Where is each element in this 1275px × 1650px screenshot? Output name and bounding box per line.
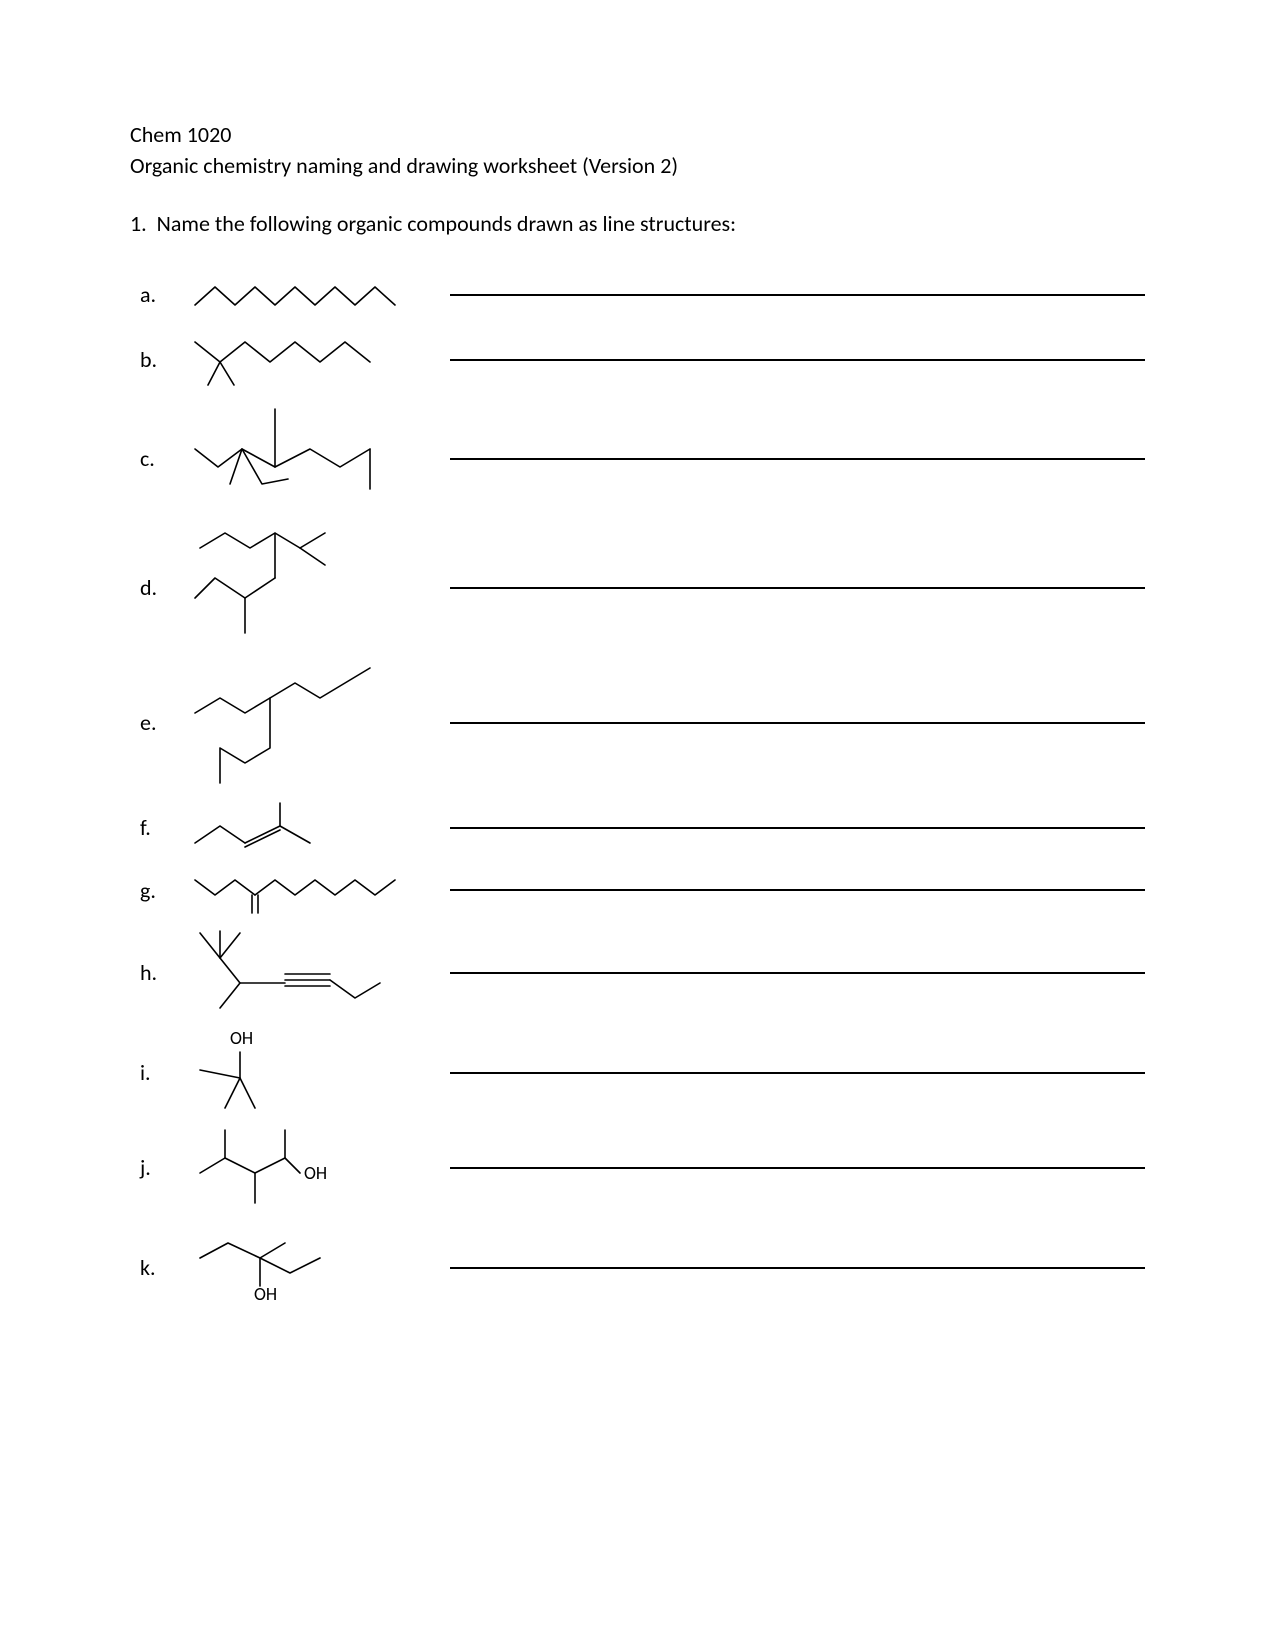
svg-text:OH: OH <box>304 1162 327 1184</box>
problem-label: a. <box>140 281 190 308</box>
problem-row: a. <box>140 265 1145 325</box>
problem-row: d. <box>140 523 1145 653</box>
problem-label: h. <box>140 959 190 986</box>
structure-drawing <box>190 923 430 1023</box>
question-text: Name the following organic compounds dra… <box>157 210 736 237</box>
answer-blank[interactable] <box>450 359 1145 361</box>
problem-list: a. b. c. d. e. f. g. h. i. OH j. OH k. OH <box>140 265 1145 1318</box>
problem-row: g. <box>140 863 1145 918</box>
answer-blank[interactable] <box>450 827 1145 829</box>
problem-label: g. <box>140 877 190 904</box>
worksheet-title: Organic chemistry naming and drawing wor… <box>130 151 1145 182</box>
answer-blank[interactable] <box>450 587 1145 589</box>
problem-label: c. <box>140 445 190 472</box>
question-1: 1. Name the following organic compounds … <box>130 210 1145 237</box>
problem-label: e. <box>140 709 190 736</box>
structure-drawing <box>190 399 430 519</box>
problem-row: j. OH <box>140 1118 1145 1218</box>
structure-drawing: OH <box>190 1118 430 1218</box>
problem-row: b. <box>140 325 1145 395</box>
problem-row: e. <box>140 653 1145 793</box>
answer-blank[interactable] <box>450 1167 1145 1169</box>
problem-label: b. <box>140 346 190 373</box>
answer-blank[interactable] <box>450 889 1145 891</box>
structure-drawing: OH <box>190 1028 430 1118</box>
problem-row: f. <box>140 793 1145 863</box>
problem-label: j. <box>140 1154 190 1181</box>
problem-row: i. OH <box>140 1028 1145 1118</box>
structure-drawing <box>190 653 430 793</box>
answer-blank[interactable] <box>450 1267 1145 1269</box>
structure-drawing <box>190 275 430 315</box>
structure-drawing <box>190 330 430 390</box>
problem-row: k. OH <box>140 1218 1145 1318</box>
answer-blank[interactable] <box>450 972 1145 974</box>
problem-label: i. <box>140 1059 190 1086</box>
answer-blank[interactable] <box>450 458 1145 460</box>
course-code: Chem 1020 <box>130 120 1145 151</box>
problem-label: d. <box>140 574 190 601</box>
answer-blank[interactable] <box>450 722 1145 724</box>
answer-blank[interactable] <box>450 1072 1145 1074</box>
problem-row: h. <box>140 918 1145 1028</box>
structure-drawing <box>190 798 430 858</box>
answer-blank[interactable] <box>450 294 1145 296</box>
svg-text:OH: OH <box>230 1028 253 1049</box>
svg-text:OH: OH <box>254 1283 277 1305</box>
problem-label: f. <box>140 814 190 841</box>
problem-row: c. <box>140 395 1145 523</box>
structure-drawing: OH <box>190 1218 430 1318</box>
structure-drawing <box>190 865 430 915</box>
question-number: 1. <box>130 210 147 237</box>
problem-label: k. <box>140 1254 190 1281</box>
structure-drawing <box>190 523 430 653</box>
worksheet-page: Chem 1020 Organic chemistry naming and d… <box>0 0 1275 1318</box>
